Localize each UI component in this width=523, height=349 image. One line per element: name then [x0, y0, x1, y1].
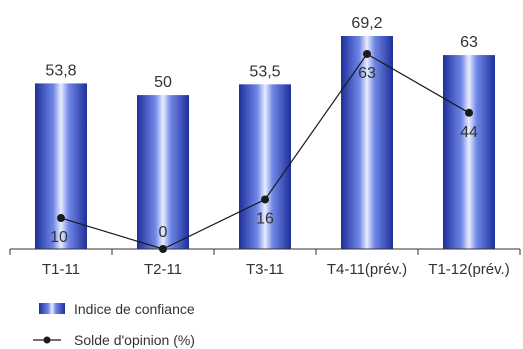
x-axis-tick-labels: T1-11 T2-11 T3-11 T4-11(prév.) T1-12(prév.): [42, 261, 510, 278]
bar-value-label: 53,8: [45, 62, 76, 79]
legend-line-label: Solde d'opinion (%): [74, 332, 195, 348]
x-axis-ticks: [9, 249, 521, 255]
bar-series: [35, 36, 495, 250]
x-tick-label: T3-11: [246, 261, 284, 278]
bar-value-label: 50: [154, 74, 172, 91]
x-tick-label: T4-11(prév.): [327, 261, 407, 278]
bar: [341, 36, 393, 249]
legend-bar-swatch: [39, 303, 65, 314]
line-value-label: 63: [358, 65, 376, 82]
bar-value-label: 53,5: [249, 63, 280, 80]
x-tick-label: T1-12(prév.): [428, 261, 509, 278]
line-series: [57, 50, 473, 253]
legend-line-marker: [43, 336, 51, 344]
line-point: [363, 50, 371, 58]
x-tick-label: T2-11: [144, 261, 182, 278]
line-value-label: 10: [50, 229, 68, 246]
line-point: [261, 195, 269, 204]
legend: Indice de confiance Solde d'opinion (%): [33, 301, 195, 348]
line-value-label: 44: [460, 124, 478, 141]
line-point: [465, 108, 473, 117]
bar-value-labels: 53,8 50 53,5 69,2 63: [45, 15, 478, 91]
bar: [239, 84, 291, 250]
bar-value-label: 69,2: [351, 15, 382, 32]
bar: [137, 95, 189, 249]
bar-value-label: 63: [460, 34, 478, 51]
line-value-label: 16: [256, 210, 274, 227]
legend-bar-label: Indice de confiance: [74, 301, 195, 317]
line-point: [57, 214, 65, 223]
x-tick-label: T1-11: [42, 261, 80, 278]
line-point: [159, 245, 167, 253]
bar: [443, 55, 495, 249]
line-value-label: 0: [159, 224, 168, 241]
line-value-labels: 10 0 16 63 44: [50, 65, 478, 246]
